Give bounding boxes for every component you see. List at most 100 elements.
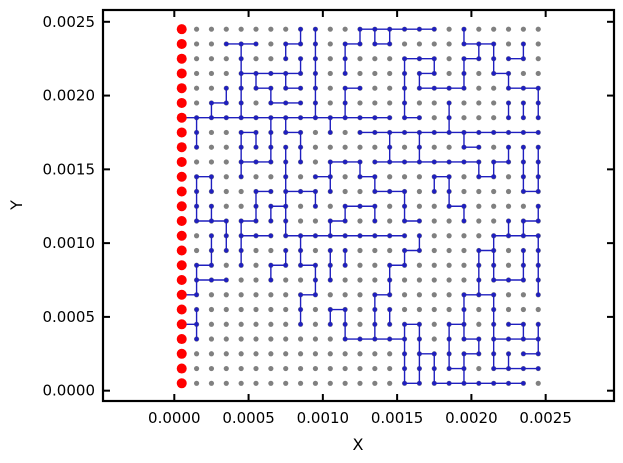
- grid-node: [446, 26, 452, 32]
- path-node: [417, 71, 422, 76]
- path-node: [402, 115, 407, 120]
- path-node: [491, 56, 496, 61]
- grid-node: [193, 233, 200, 239]
- grid-node: [431, 100, 437, 106]
- grid-node: [223, 351, 229, 357]
- path-node: [283, 159, 288, 165]
- grid-node: [253, 380, 259, 386]
- path-node: [283, 56, 288, 61]
- path-node: [461, 307, 467, 312]
- path-node: [209, 248, 214, 253]
- path-node: [521, 56, 526, 61]
- path-node: [357, 115, 363, 120]
- path-node: [387, 233, 392, 238]
- path-node: [476, 130, 482, 135]
- path-node: [432, 159, 437, 165]
- path-node: [521, 277, 526, 283]
- grid-node: [327, 365, 333, 372]
- grid-node: [223, 129, 229, 136]
- path-node: [328, 130, 333, 135]
- grid-node: [505, 262, 512, 268]
- path-node: [446, 204, 452, 209]
- path-node: [506, 381, 511, 386]
- path-node: [491, 277, 496, 283]
- grid-node: [283, 26, 289, 32]
- path-node: [372, 115, 378, 120]
- grid-node: [342, 129, 348, 136]
- path-node: [342, 86, 348, 91]
- grid-node: [208, 351, 215, 357]
- grid-node: [535, 26, 541, 32]
- path-node: [387, 189, 392, 194]
- path-node: [402, 100, 407, 106]
- path-node: [238, 71, 244, 76]
- path-node: [461, 292, 467, 297]
- path-node: [313, 204, 318, 209]
- path-node: [209, 233, 214, 238]
- path-node: [253, 218, 259, 224]
- path-node: [432, 189, 437, 194]
- path-node: [417, 248, 422, 253]
- path-node: [536, 86, 541, 91]
- grid-node: [238, 321, 244, 327]
- grid-node: [491, 218, 497, 224]
- grid-node: [312, 321, 319, 327]
- x-tick-label: 0.0005: [222, 409, 275, 427]
- grid-node: [253, 56, 259, 62]
- path-node: [402, 233, 407, 238]
- path-node: [491, 322, 496, 327]
- path-node: [417, 336, 422, 342]
- path-node: [446, 322, 452, 327]
- path-node: [432, 130, 437, 135]
- path-node: [402, 204, 407, 209]
- grid-node: [342, 144, 348, 150]
- grid-node: [327, 56, 333, 62]
- path-node: [342, 159, 348, 165]
- path-node: [372, 174, 378, 179]
- grid-node: [372, 100, 378, 106]
- path-node: [491, 336, 496, 342]
- grid-node: [476, 70, 482, 77]
- grid-node: [253, 365, 259, 372]
- grid-node: [223, 292, 229, 298]
- path-node: [238, 100, 244, 106]
- path-node: [194, 322, 199, 327]
- grid-node: [476, 306, 482, 313]
- path-node: [402, 322, 407, 327]
- path-node: [268, 277, 274, 283]
- grid-node: [431, 336, 437, 342]
- path-node: [476, 351, 482, 356]
- grid-node: [401, 144, 408, 150]
- source-point: [176, 245, 187, 256]
- grid-node: [491, 144, 497, 150]
- grid-node: [283, 380, 289, 386]
- path-node: [491, 292, 496, 297]
- source-point: [176, 186, 187, 197]
- path-node: [283, 71, 288, 76]
- grid-node: [238, 380, 244, 386]
- grid-node: [208, 365, 215, 372]
- path-node: [506, 218, 511, 224]
- path-node: [342, 204, 348, 209]
- grid-node: [253, 351, 259, 357]
- grid-node: [431, 292, 437, 298]
- path-node: [253, 145, 259, 150]
- path-node: [372, 130, 378, 135]
- grid-node: [283, 292, 289, 298]
- path-node: [536, 130, 541, 135]
- path-node: [521, 263, 526, 268]
- grid-node: [327, 144, 333, 150]
- grid-node: [387, 70, 393, 77]
- path-node: [372, 233, 378, 238]
- path-node: [238, 145, 244, 150]
- path-node: [283, 263, 288, 268]
- path-node: [491, 381, 496, 386]
- grid-node: [446, 262, 452, 268]
- grid-node: [193, 159, 200, 165]
- grid-node: [505, 41, 512, 47]
- path-node: [209, 204, 214, 209]
- grid-node: [342, 174, 348, 180]
- grid-node: [327, 336, 333, 342]
- grid-node: [253, 100, 259, 106]
- path-node: [446, 189, 452, 194]
